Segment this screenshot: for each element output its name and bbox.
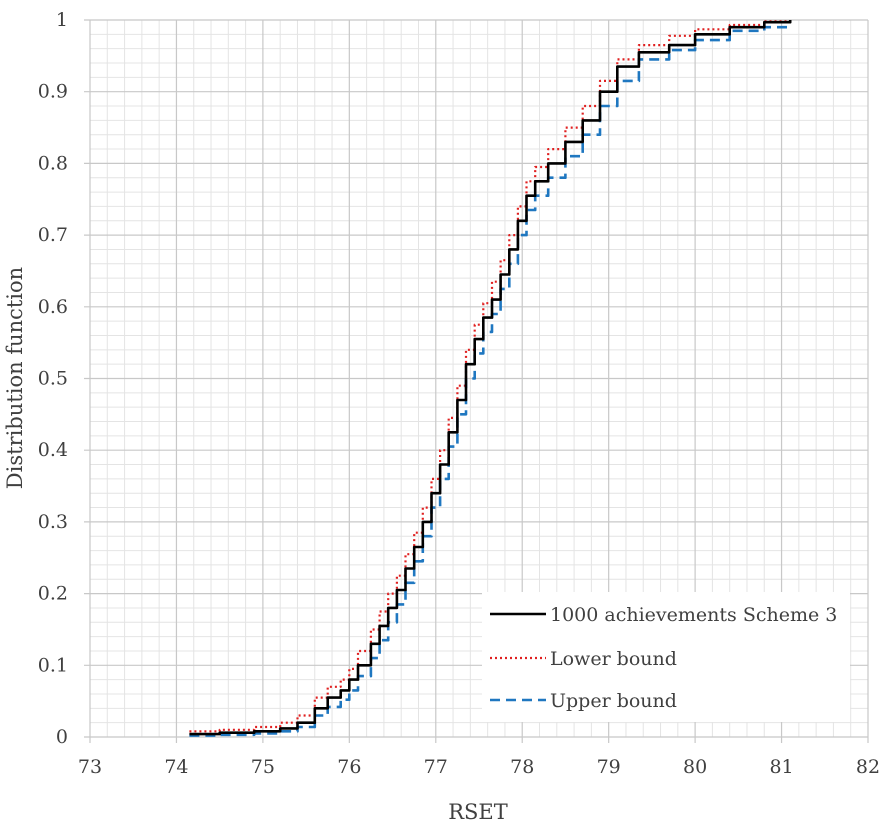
legend-label-lower-bound: Lower bound <box>550 648 677 670</box>
x-tick-label: 74 <box>164 756 188 778</box>
x-axis-title: RSET <box>448 800 508 824</box>
y-tick-label: 0.8 <box>38 152 68 174</box>
x-tick-label: 73 <box>78 756 102 778</box>
y-axis-title: Distribution function <box>3 267 27 489</box>
y-tick-label: 0.3 <box>38 511 68 533</box>
y-axis-tick-labels: 0 0.1 0.2 0.3 0.4 0.5 0.6 0.7 0.8 0.9 1 <box>38 9 68 748</box>
x-tick-label: 80 <box>683 756 707 778</box>
x-tick-label: 78 <box>510 756 534 778</box>
x-tick-label: 77 <box>424 756 448 778</box>
y-tick-label: 0.7 <box>38 224 68 246</box>
series-layer <box>189 20 792 737</box>
legend: 1000 achievements Scheme 3 Lower bound U… <box>482 592 850 722</box>
series-line-2 <box>189 25 792 737</box>
y-tick-label: 0 <box>56 726 68 748</box>
y-tick-label: 1 <box>56 9 68 31</box>
y-tick-label: 0.4 <box>38 439 68 461</box>
x-tick-label: 81 <box>769 756 793 778</box>
y-tick-label: 0.5 <box>38 368 68 390</box>
y-tick-label: 0.6 <box>38 296 68 318</box>
x-tick-label: 76 <box>337 756 361 778</box>
y-tick-label: 0.1 <box>38 654 68 676</box>
x-tick-label: 79 <box>597 756 621 778</box>
x-axis-tick-labels: 73 74 75 76 77 78 79 80 81 82 <box>78 756 880 778</box>
legend-label-upper-bound: Upper bound <box>550 690 677 712</box>
y-tick-label: 0.9 <box>38 81 68 103</box>
y-tick-label: 0.2 <box>38 583 68 605</box>
series-line-0 <box>189 20 792 736</box>
x-tick-label: 82 <box>856 756 880 778</box>
legend-label-scheme3: 1000 achievements Scheme 3 <box>550 604 837 626</box>
x-tick-label: 75 <box>251 756 275 778</box>
